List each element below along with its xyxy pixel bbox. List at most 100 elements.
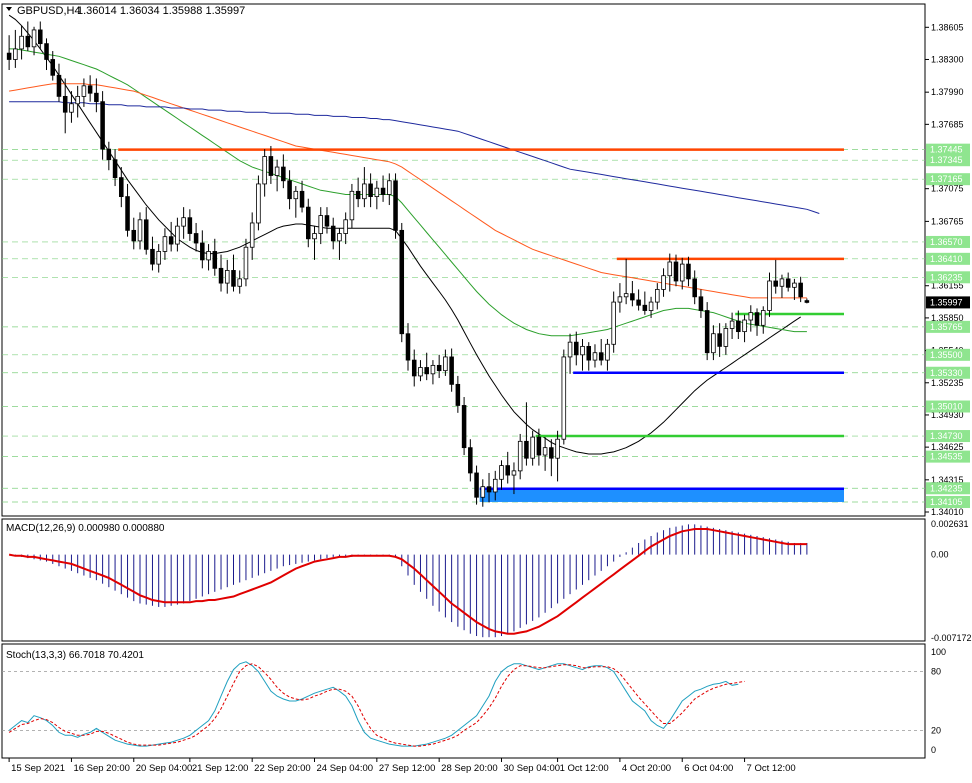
stoch-title: Stoch(13,3,3) 66.7018 70.4201	[6, 650, 144, 661]
price-tick-label: 1.34010	[931, 507, 964, 517]
candle-body	[455, 383, 461, 406]
current-price-box	[926, 296, 970, 309]
macd-layer: 0.002631 0.00 -0.007172	[8, 519, 972, 643]
candle-body	[243, 246, 249, 280]
time-label: 1 Oct 12:00	[560, 763, 609, 774]
candle-body	[143, 219, 149, 250]
candle-body	[150, 248, 155, 265]
candle-body	[767, 280, 772, 311]
candle-body	[611, 301, 616, 345]
time-label: 22 Sep 20:00	[254, 763, 311, 774]
candle-body	[648, 301, 654, 311]
levels-layer	[118, 148, 844, 491]
price-tag-box	[926, 400, 970, 413]
candle-body	[567, 341, 573, 358]
price-tick-label: 1.38300	[931, 54, 964, 64]
candle-body	[561, 356, 567, 440]
candle-body	[729, 320, 735, 329]
candle-body	[742, 319, 747, 333]
candle-body	[343, 219, 348, 234]
candle-body	[38, 29, 43, 45]
candle-body	[574, 341, 579, 356]
candles-layer	[6, 21, 810, 507]
price-tick-label: 1.35850	[931, 313, 964, 323]
price-tag-box	[926, 495, 970, 508]
price-axis-layer: 1.38605 1.38300 1.37990 1.37685 1.37075 1.367…	[925, 22, 970, 517]
candle-body	[175, 225, 180, 245]
candle-body	[87, 85, 93, 94]
symbol-label: GBPUSD,H4	[17, 5, 81, 17]
candle-body	[237, 278, 242, 287]
candle-body	[56, 74, 62, 97]
candle-body	[673, 261, 679, 282]
candle-body	[586, 345, 592, 361]
candle-body	[368, 183, 373, 197]
candle-body	[779, 278, 785, 287]
candle-body	[374, 187, 380, 197]
candle-body	[231, 270, 236, 287]
candle-body	[156, 251, 161, 265]
candle-body	[94, 92, 99, 103]
price-tag-label: 1.37165	[930, 174, 963, 184]
candle-body	[387, 180, 392, 195]
candle-body	[418, 367, 423, 377]
time-label: 27 Sep 12:00	[379, 763, 436, 774]
candle-body	[736, 320, 741, 333]
candle-body	[804, 300, 810, 303]
candle-body	[355, 190, 361, 200]
macd-axis-label: -0.007172	[931, 633, 972, 643]
moving-average-line	[9, 83, 807, 299]
candle-body	[306, 206, 311, 240]
candle-body	[468, 447, 473, 474]
price-tick-label: 1.35235	[931, 378, 964, 388]
dropdown-arrow-icon[interactable]	[6, 7, 12, 11]
candle-body	[200, 242, 205, 261]
price-tag-box	[926, 173, 970, 186]
candle-body	[748, 312, 754, 321]
candle-body	[125, 196, 130, 231]
candle-body	[655, 289, 660, 303]
time-label: 21 Sep 12:00	[192, 763, 249, 774]
candle-body	[549, 447, 554, 459]
chart-header: GBPUSD,H4 1.36014 1.36034 1.35988 1.3599…	[6, 5, 245, 17]
stoch-axis-label: 20	[931, 725, 941, 735]
candle-body	[293, 190, 299, 200]
time-label: 16 Sep 20:00	[73, 763, 130, 774]
candle-body	[511, 470, 517, 476]
candle-body	[555, 438, 560, 459]
candle-body	[760, 310, 766, 326]
main-panel-frame	[1, 3, 926, 517]
candle-body	[393, 180, 398, 231]
candle-body	[411, 359, 417, 377]
price-tag-box	[926, 235, 970, 248]
price-tick-label: 1.37990	[931, 87, 964, 97]
price-tag-label: 1.34105	[930, 497, 963, 507]
price-tag-label: 1.37445	[930, 145, 963, 155]
candle-body	[62, 95, 68, 113]
candle-body	[168, 236, 174, 245]
moving-average-line	[8, 14, 801, 455]
candle-body	[536, 436, 542, 456]
time-label: 28 Sep 20:00	[441, 763, 498, 774]
candle-body	[6, 52, 12, 60]
candle-body	[212, 251, 218, 269]
price-tick-label: 1.36765	[931, 216, 964, 226]
time-label: 7 Oct 12:00	[747, 763, 796, 774]
candle-body	[630, 293, 635, 301]
candle-body	[754, 312, 760, 326]
candle-body	[362, 183, 367, 200]
candle-body	[318, 215, 324, 234]
support-zone	[479, 488, 844, 502]
candle-body	[193, 233, 199, 244]
candle-body	[617, 296, 623, 303]
grid-layer	[1, 3, 926, 759]
candle-body	[100, 101, 105, 150]
price-tick-label: 1.36155	[931, 281, 964, 291]
time-label: 6 Oct 04:00	[684, 763, 733, 774]
candle-body	[137, 219, 143, 242]
candle-body	[773, 280, 778, 287]
candle-body	[287, 180, 292, 200]
stoch-main-line	[8, 661, 739, 747]
